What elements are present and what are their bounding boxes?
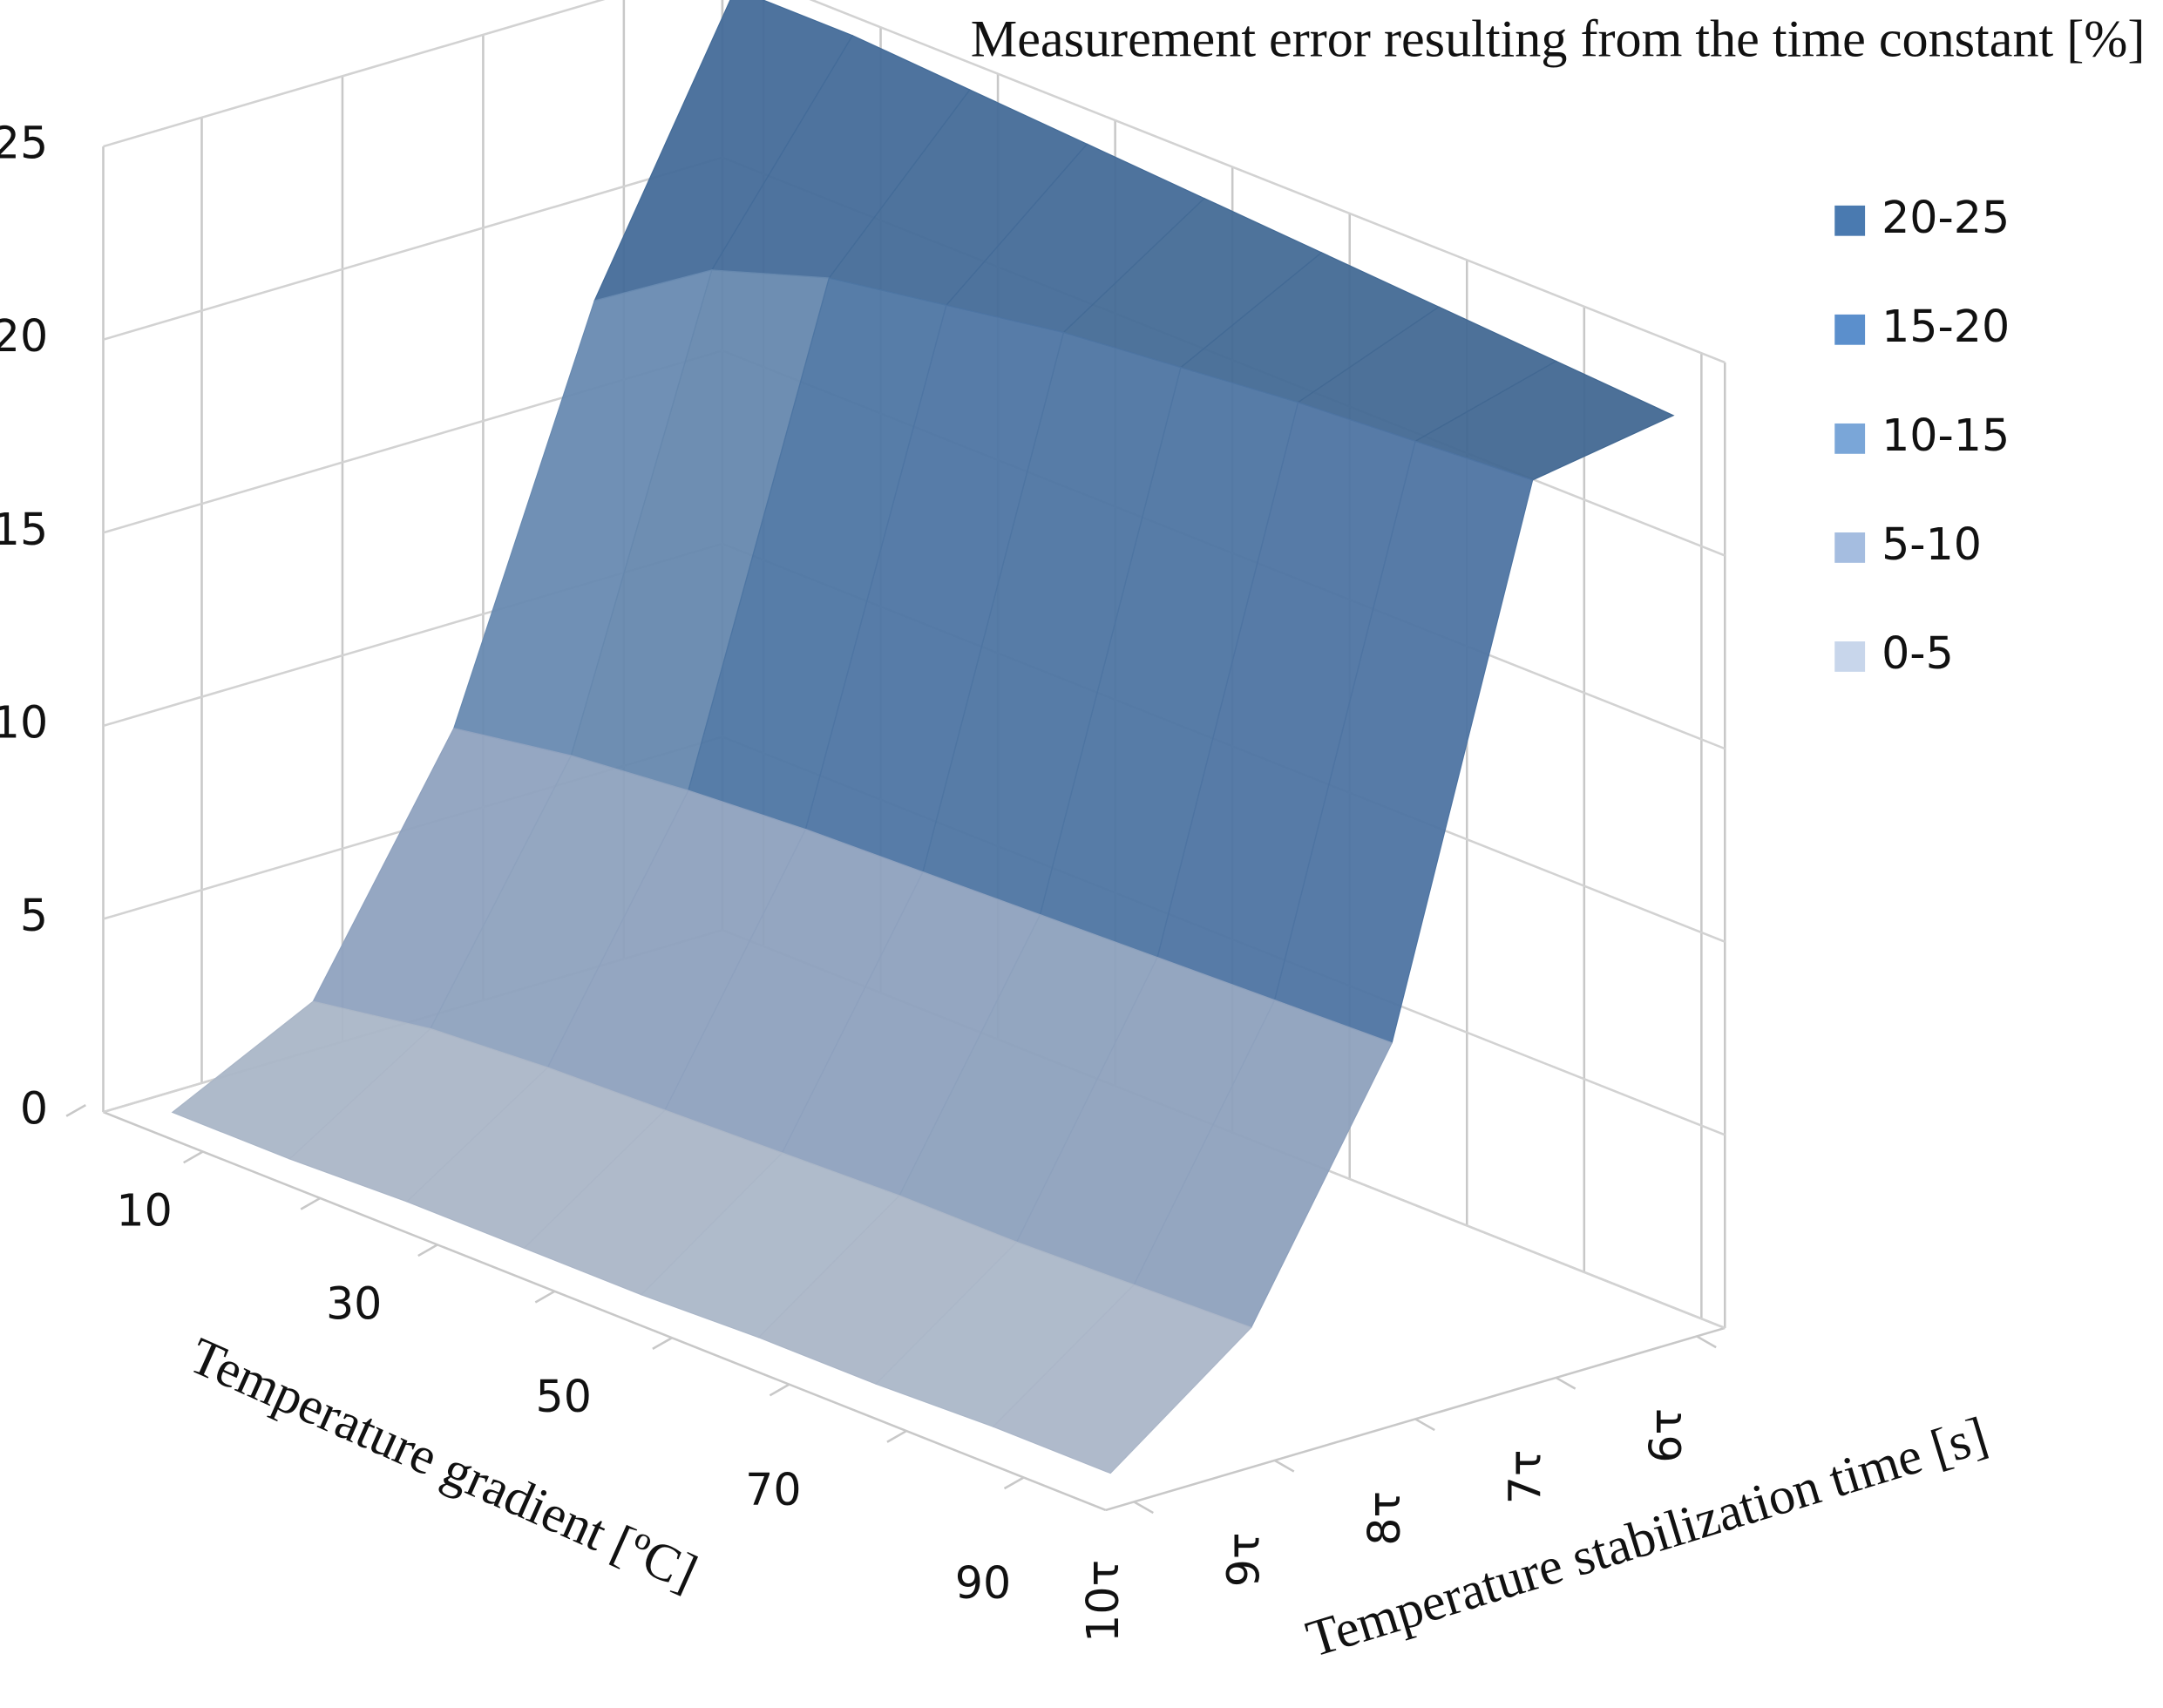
- x-tick: [65, 1104, 86, 1117]
- x-tick: [769, 1383, 790, 1397]
- depth-tick: [1555, 1376, 1576, 1390]
- grid-line: [103, 0, 1726, 364]
- legend-label: 0-5: [1882, 627, 1954, 679]
- x-tick: [417, 1244, 438, 1257]
- legend-swatch: [1834, 314, 1866, 345]
- depth-tick: [1696, 1335, 1717, 1349]
- depth-tick: [1414, 1418, 1435, 1432]
- x-tick-label: 10: [116, 1184, 172, 1236]
- x-tick-label: 30: [326, 1278, 382, 1329]
- z-tick-label: 25: [0, 118, 48, 169]
- x-axis-line: [103, 1110, 1107, 1512]
- legend-label: 20-25: [1882, 192, 2010, 243]
- z-tick-label: 0: [20, 1083, 48, 1135]
- x-tick: [300, 1196, 322, 1210]
- x-tick: [183, 1150, 204, 1164]
- legend-swatch: [1834, 641, 1866, 672]
- x-axis-title: Temperature gradient [ºC]: [181, 1326, 706, 1603]
- chart-title: Measurement error resulting from the tim…: [971, 10, 2146, 68]
- legend-label: 5-10: [1882, 518, 1982, 570]
- x-tick-label: 50: [536, 1371, 592, 1422]
- depth-tick: [1133, 1501, 1154, 1515]
- legend-label: 10-15: [1882, 410, 2010, 461]
- legend-swatch: [1834, 205, 1866, 236]
- legend-swatch: [1834, 532, 1866, 563]
- depth-tick: [1273, 1459, 1295, 1473]
- x-tick: [1003, 1476, 1025, 1490]
- z-tick-label: 20: [0, 310, 48, 362]
- depth-tick-label: 9τ: [1217, 1533, 1269, 1588]
- surface-patch: [992, 1284, 1252, 1474]
- x-tick-label: 70: [745, 1464, 801, 1515]
- legend-label: 15-20: [1882, 301, 2010, 352]
- depth-tick-label: 10τ: [1077, 1560, 1129, 1643]
- plot-root: Measurement error resulting from the tim…: [0, 0, 2145, 1669]
- z-tick-label: 5: [20, 890, 48, 941]
- x-tick-label: 90: [955, 1557, 1011, 1609]
- z-tick-label: 10: [0, 696, 48, 748]
- legend-swatch: [1834, 423, 1866, 454]
- depth-tick-label: 7τ: [1499, 1450, 1550, 1505]
- x-tick: [534, 1290, 556, 1304]
- depth-tick-label: 6τ: [1640, 1408, 1692, 1463]
- z-tick-label: 15: [0, 504, 48, 555]
- depth-tick-label: 8τ: [1359, 1491, 1410, 1546]
- x-tick: [652, 1337, 673, 1350]
- x-tick: [886, 1429, 907, 1443]
